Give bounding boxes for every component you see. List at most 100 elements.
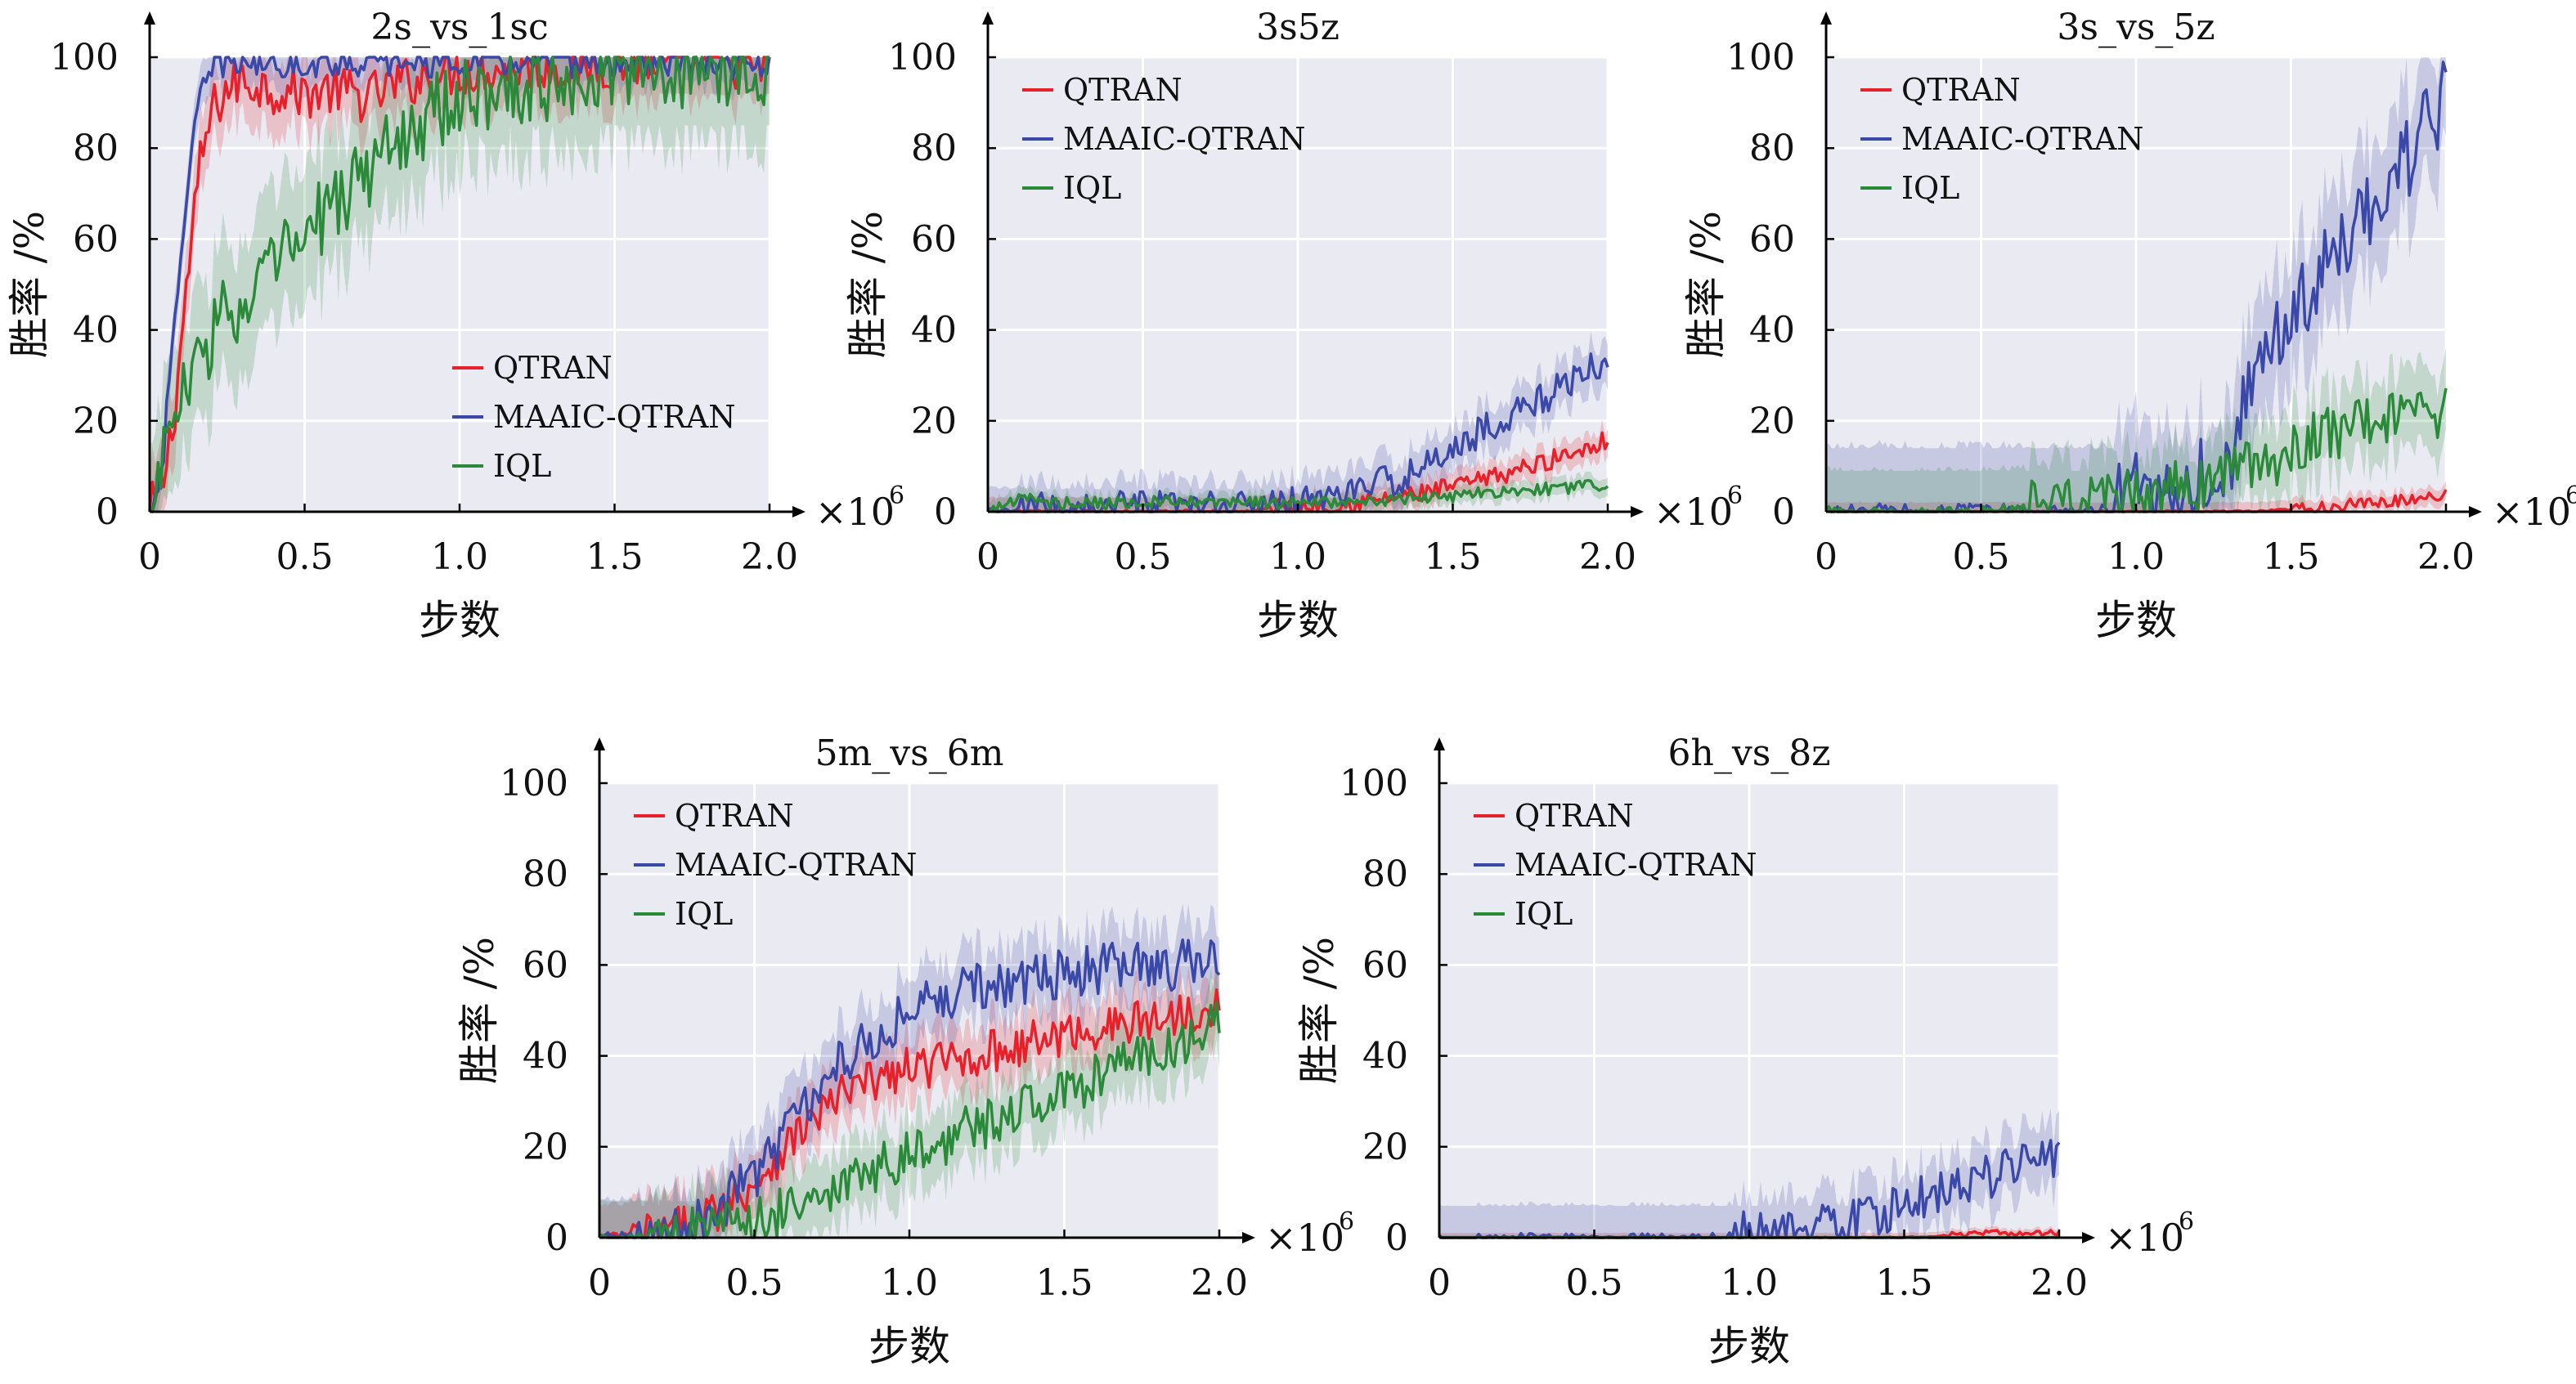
- x-axis-label: 步数: [868, 1323, 950, 1370]
- legend-label-iql: IQL: [1063, 170, 1121, 206]
- y-tick-label: 20: [523, 1126, 568, 1168]
- y-tick-label: 0: [545, 1217, 568, 1259]
- y-tick-label: 0: [1385, 1217, 1408, 1259]
- x-axis-label: 步数: [1257, 597, 1339, 644]
- chart-title: 3s_vs_5z: [2057, 7, 2215, 48]
- series-band-maaic-qtran: [1826, 57, 2446, 512]
- chart-panel-3: 0 0.5 1.0 1.5 2.0 0 20 40 60 80 100 ×106 5m_vs_6m 步数 胜…: [456, 732, 1354, 1370]
- x-tick-label: 1.0: [1269, 536, 1326, 578]
- y-tick-label: 60: [1362, 944, 1408, 986]
- y-tick-label: 0: [96, 491, 119, 533]
- y-tick-label: 80: [911, 128, 957, 169]
- y-tick-label: 40: [73, 310, 119, 352]
- x-tick-label: 0: [976, 536, 999, 578]
- x-tick-label: 1.5: [586, 536, 644, 578]
- x-tick-label: 1.0: [431, 536, 488, 578]
- x-tick-label: 0.5: [276, 536, 334, 578]
- series-band-maaic-qtran: [988, 331, 1608, 512]
- chart-panel-1: 0 0.5 1.0 1.5 2.0 0 20 40 60 80 100 ×10 6 3s5z 步数 胜率 /%…: [844, 7, 1743, 644]
- y-tick-label: 60: [1749, 218, 1795, 260]
- legend-label-iql: IQL: [675, 896, 733, 932]
- y-axis-label: 胜率 /%: [1295, 937, 1343, 1084]
- y-axis-arrow: [1820, 11, 1832, 25]
- legend-label-qtran: QTRAN: [1063, 72, 1183, 108]
- y-tick-label: 80: [1749, 128, 1795, 169]
- y-tick-label: 80: [73, 128, 119, 169]
- series-line-iql: [987, 478, 1609, 513]
- x-tick-label: 1.5: [1876, 1262, 1933, 1304]
- x-multiplier: ×10: [1654, 490, 1733, 534]
- chart-title: 3s5z: [1256, 7, 1340, 48]
- x-tick-label: 2.0: [741, 536, 798, 578]
- x-tick-label: 2.0: [2417, 536, 2475, 578]
- x-tick-label: 0.5: [1115, 536, 1172, 578]
- legend-label-iql: IQL: [493, 448, 551, 484]
- series-line-maaic-qtran: [1438, 1139, 2061, 1239]
- y-tick-label: 60: [911, 218, 957, 260]
- legend-label-iql: IQL: [1515, 896, 1573, 932]
- x-tick-label: 2.0: [1191, 1262, 1248, 1304]
- y-tick-label: 100: [888, 37, 957, 78]
- y-tick-label: 100: [1340, 763, 1408, 804]
- x-axis-label: 步数: [1708, 1323, 1790, 1370]
- series-band-iql: [150, 57, 770, 512]
- series-line-iql: [148, 56, 770, 513]
- chart-panel-0: 0 0.5 1.0 1.5 2.0 0 20 40 60 80 100 ×106 2s_vs_1sc 步数…: [6, 7, 904, 644]
- x-tick-label: 2.0: [2031, 1262, 2088, 1304]
- x-multiplier-exponent: 6: [889, 481, 904, 510]
- x-tick-label: 1.0: [881, 1262, 938, 1304]
- legend-label-maaic-qtran: MAAIC-QTRAN: [493, 399, 736, 435]
- x-axis-arrow: [792, 506, 806, 517]
- y-tick-label: 20: [73, 401, 119, 442]
- series-line-maaic-qtran: [149, 56, 771, 513]
- y-tick-label: 100: [50, 37, 119, 78]
- x-tick-label: 1.5: [1425, 536, 1482, 578]
- chart-title: 6h_vs_8z: [1668, 732, 1831, 774]
- series-line-qtran: [148, 56, 770, 511]
- x-tick-label: 0.5: [1953, 536, 2010, 578]
- x-multiplier-exponent: 6: [2179, 1207, 2194, 1236]
- y-tick-label: 20: [1749, 401, 1795, 442]
- x-axis-label: 步数: [419, 597, 500, 644]
- y-tick-label: 40: [911, 310, 957, 352]
- y-tick-label: 20: [911, 401, 957, 442]
- x-multiplier: ×10: [2105, 1216, 2184, 1260]
- series-band-maaic-qtran: [599, 903, 1219, 1238]
- x-tick-label: 2.0: [1579, 536, 1636, 578]
- x-tick-label: 1.5: [2263, 536, 2320, 578]
- x-multiplier-exponent: 6: [1339, 1207, 1354, 1236]
- chart-panel-2: 0 0.5 1.0 1.5 2.0020406080100×1063s_vs_5z步数胜…: [1682, 7, 2576, 644]
- legend-label-qtran: QTRAN: [1901, 72, 2021, 108]
- y-axis-arrow: [594, 737, 605, 750]
- series-line-iql: [599, 1001, 1221, 1239]
- y-tick-label: 100: [500, 763, 568, 804]
- x-axis-label: 步数: [2095, 597, 2177, 644]
- series-band-iql: [599, 965, 1219, 1238]
- y-tick-label: 60: [523, 944, 568, 986]
- legend-label-maaic-qtran: MAAIC-QTRAN: [1901, 121, 2144, 157]
- y-axis-label: 胜率 /%: [456, 937, 503, 1084]
- x-tick-label: 0: [1428, 1262, 1451, 1304]
- x-axis-arrow: [1242, 1232, 1255, 1243]
- x-axis-arrow: [1631, 506, 1644, 517]
- y-tick-label: 0: [934, 491, 957, 533]
- chart-title: 5m_vs_6m: [815, 732, 1004, 774]
- x-tick-label: 0: [138, 536, 161, 578]
- y-axis-label: 胜率 /%: [6, 211, 53, 358]
- y-tick-label: 100: [1726, 37, 1795, 78]
- x-axis-arrow: [2469, 506, 2482, 517]
- legend-label-maaic-qtran: MAAIC-QTRAN: [1515, 847, 1757, 883]
- y-axis-arrow: [144, 11, 155, 25]
- x-multiplier: ×10: [815, 490, 895, 534]
- x-multiplier: ×10: [1265, 1216, 1344, 1260]
- y-tick-label: 60: [73, 218, 119, 260]
- x-tick-label: 1.0: [1721, 1262, 1778, 1304]
- x-tick-label: 1.0: [2107, 536, 2165, 578]
- y-axis-label: 胜率 /%: [1682, 211, 1730, 358]
- legend-label-iql: IQL: [1901, 170, 1959, 206]
- chart-panel-4: 0 0.5 1.0 1.5 2.0020406080100×1066h_vs_8z步数胜…: [1295, 732, 2194, 1370]
- y-tick-label: 0: [1772, 491, 1795, 533]
- x-multiplier: ×10: [2492, 490, 2571, 534]
- y-tick-label: 40: [1749, 310, 1795, 352]
- y-axis-label: 胜率 /%: [844, 211, 891, 358]
